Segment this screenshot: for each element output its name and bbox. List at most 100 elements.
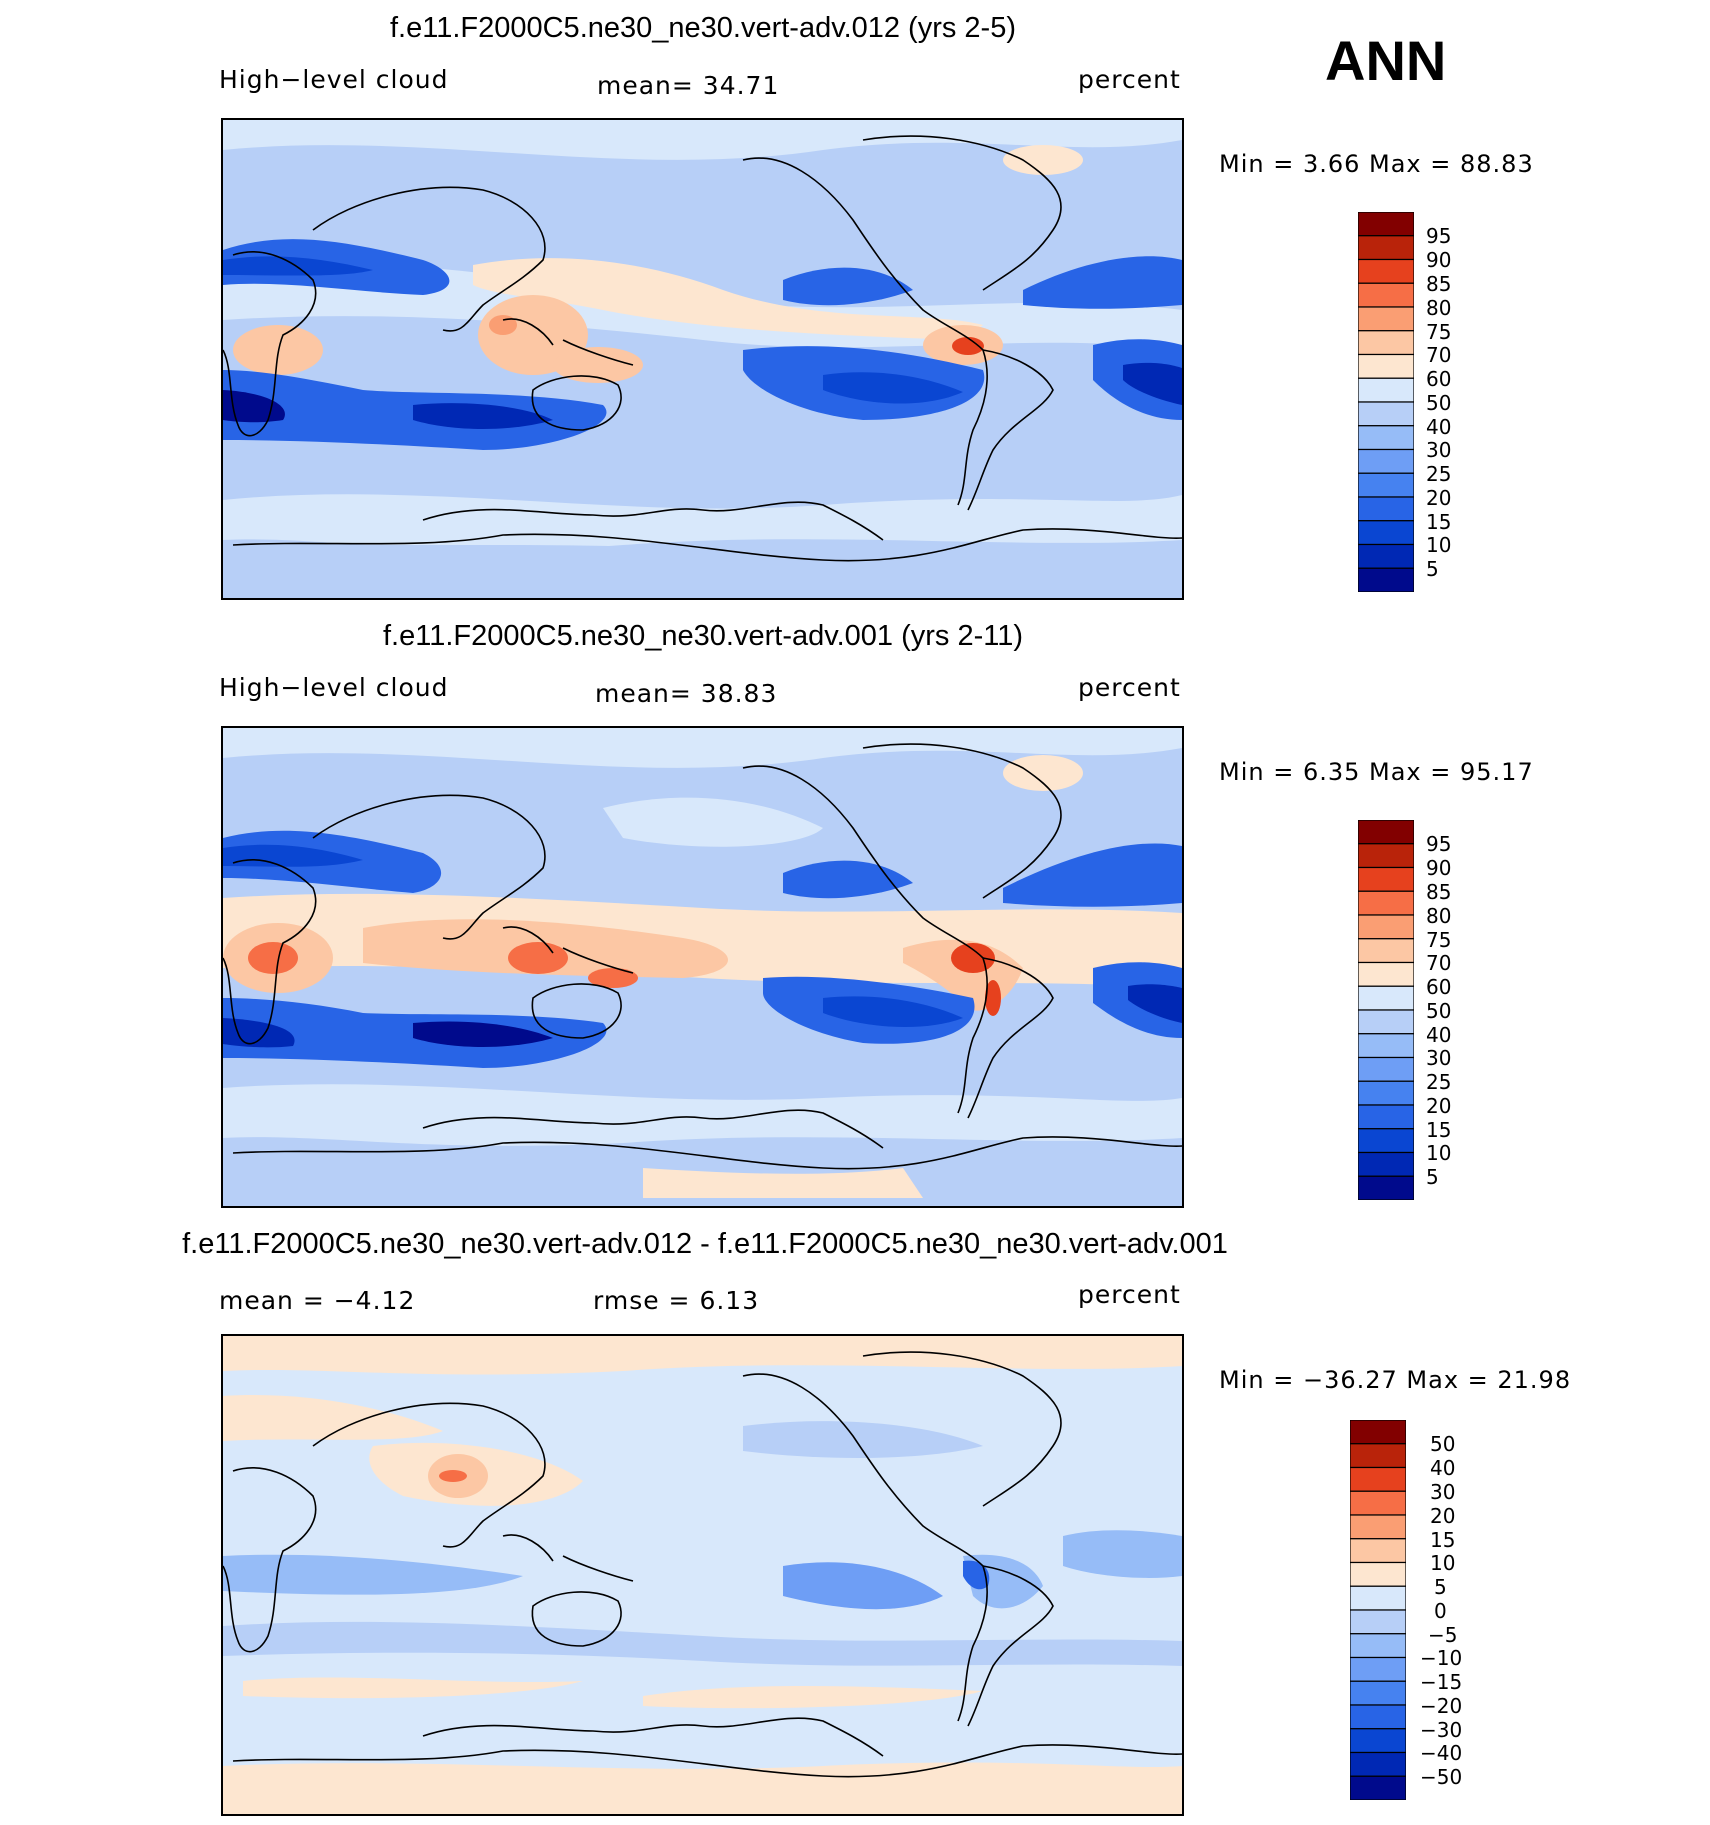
colorbar-swatch (1357, 258, 1415, 284)
cloud-field (508, 942, 568, 974)
cloud-field (1003, 145, 1083, 175)
colorbar-swatch (1349, 1538, 1407, 1564)
colorbar-tick-label: 50 (1426, 999, 1452, 1023)
colorbar-tick-label: 10 (1426, 533, 1452, 557)
colorbar-swatch (1357, 938, 1415, 964)
colorbar-tick-label: 75 (1426, 320, 1452, 344)
cloud-field (952, 337, 984, 355)
colorbar-swatch (1349, 1633, 1407, 1659)
panel2-minmax: Min = 6.35 Max = 95.17 (1219, 758, 1534, 786)
colorbar-swatch (1349, 1585, 1407, 1611)
colorbar-tick-label: 95 (1426, 224, 1452, 248)
colorbar-swatch (1349, 1656, 1407, 1682)
panel3-units-label: percent (1078, 1280, 1181, 1309)
colorbar-swatch (1357, 1033, 1415, 1059)
colorbar-swatch (1349, 1419, 1407, 1445)
colorbar-tick-label: 30 (1430, 1480, 1456, 1504)
panel3-colorbar-labels: 50 40 30 20 15 10 5 0 −5 −10 −15 −20 −30… (1420, 1420, 1480, 1800)
cloud-field (243, 1677, 583, 1699)
cloud-field (223, 256, 373, 276)
panel1-colorbar-labels: 95 90 85 80 75 70 60 50 40 30 25 20 15 1… (1426, 212, 1486, 592)
panel1-colorbar (1357, 211, 1415, 593)
colorbar-swatch (1349, 1561, 1407, 1587)
colorbar-tick-label: 10 (1430, 1551, 1456, 1575)
cloud-field (223, 844, 363, 867)
colorbar-tick-label: 70 (1426, 951, 1452, 975)
cloud-field (223, 1336, 1182, 1375)
colorbar-tick-label: 20 (1426, 486, 1452, 510)
panel1-map (221, 118, 1184, 600)
colorbar-tick-label: 10 (1426, 1141, 1452, 1165)
cloud-field (783, 267, 913, 306)
cloud-field (783, 1562, 943, 1610)
cloud-field (1023, 256, 1182, 309)
colorbar-swatch (1357, 496, 1415, 522)
colorbar-swatch (1357, 282, 1415, 308)
panel1-colorbar-svg (1357, 211, 1415, 593)
colorbar-tick-label: 5 (1426, 557, 1439, 581)
colorbar-tick-label: 20 (1426, 1094, 1452, 1118)
panel2-map (221, 726, 1184, 1208)
panel2-colorbar-labels: 95 90 85 80 75 70 60 50 40 30 25 20 15 1… (1426, 820, 1486, 1200)
colorbar-swatch (1357, 1080, 1415, 1106)
colorbar-tick-label: 20 (1430, 1504, 1456, 1528)
colorbar-swatch (1357, 306, 1415, 332)
colorbar-tick-label: 95 (1426, 832, 1452, 856)
panel3-colorbar (1349, 1419, 1407, 1801)
cloud-field (553, 347, 643, 383)
colorbar-swatch (1349, 1680, 1407, 1706)
colorbar-tick-label: 40 (1426, 415, 1452, 439)
cloud-field (478, 295, 588, 375)
panel2-units-label: percent (1078, 673, 1181, 702)
cloud-field (823, 996, 963, 1028)
colorbar-tick-label: 85 (1426, 880, 1452, 904)
colorbar-tick-label: −10 (1420, 1646, 1463, 1670)
colorbar-tick-label: 30 (1426, 438, 1452, 462)
colorbar-swatch (1357, 819, 1415, 845)
colorbar-tick-label: 75 (1426, 928, 1452, 952)
colorbar-tick-label: −50 (1420, 1765, 1463, 1789)
colorbar-tick-label: 5 (1434, 1575, 1447, 1599)
colorbar-tick-label: 80 (1426, 904, 1452, 928)
panel2-title: f.e11.F2000C5.ne30_ne30.vert-adv.001 (yr… (383, 620, 1023, 652)
panel3-colorbar-svg (1349, 1419, 1407, 1801)
cloud-field (1003, 843, 1182, 907)
colorbar-swatch (1357, 961, 1415, 987)
colorbar-tick-label: −30 (1420, 1718, 1463, 1742)
colorbar-swatch (1349, 1728, 1407, 1754)
colorbar-swatch (1357, 1175, 1415, 1201)
cloud-field (223, 728, 1182, 768)
coastlines (223, 743, 1182, 1170)
cloud-field (248, 942, 298, 974)
colorbar-swatch (1349, 1443, 1407, 1469)
colorbar-swatch (1357, 890, 1415, 916)
colorbar-tick-label: 50 (1426, 391, 1452, 415)
cloud-field (223, 1084, 1182, 1146)
colorbar-tick-label: 40 (1430, 1456, 1456, 1480)
cloud-field (223, 494, 1182, 550)
cloud-field (1003, 755, 1083, 791)
cloud-field (223, 1762, 1182, 1814)
colorbar-swatch (1357, 914, 1415, 940)
cloud-field (223, 1395, 443, 1441)
cloud-field (588, 968, 638, 988)
cloud-field (473, 258, 983, 340)
colorbar-tick-label: −40 (1420, 1741, 1463, 1765)
colorbar-tick-label: 70 (1426, 343, 1452, 367)
colorbar-swatch (1357, 567, 1415, 593)
colorbar-swatch (1357, 985, 1415, 1011)
panel2-colorbar (1357, 819, 1415, 1201)
panel3-title: f.e11.F2000C5.ne30_ne30.vert-adv.012 - f… (182, 1228, 1228, 1260)
colorbar-swatch (1357, 543, 1415, 569)
season-label: ANN (1325, 29, 1447, 92)
cloud-field (413, 403, 553, 429)
cloud-field (223, 1554, 523, 1595)
colorbar-tick-label: 60 (1426, 367, 1452, 391)
colorbar-swatch (1357, 1104, 1415, 1130)
colorbar-tick-label: 15 (1426, 510, 1452, 534)
panel2-colorbar-svg (1357, 819, 1415, 1201)
colorbar-swatch (1357, 472, 1415, 498)
colorbar-swatch (1357, 1056, 1415, 1082)
colorbar-swatch (1349, 1609, 1407, 1635)
colorbar-tick-label: 5 (1426, 1165, 1439, 1189)
